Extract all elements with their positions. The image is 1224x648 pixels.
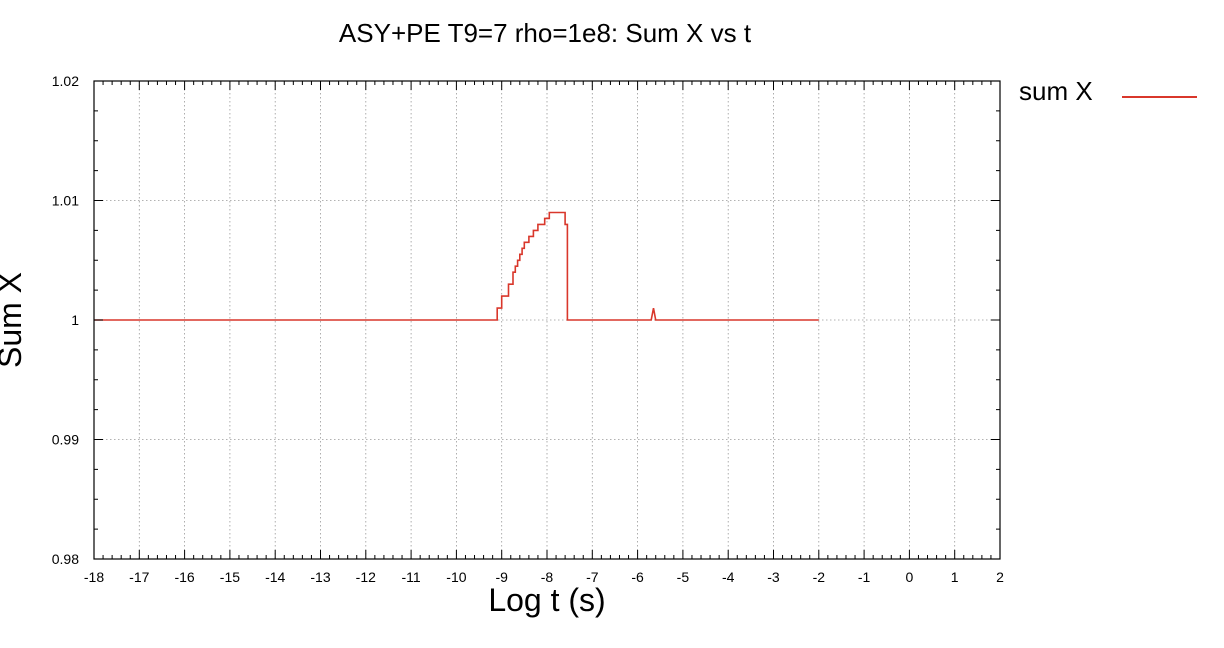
x-tick-label: 0 — [906, 569, 914, 585]
x-tick-label: -4 — [722, 569, 735, 585]
x-tick-label: -8 — [541, 569, 554, 585]
x-tick-label: -17 — [129, 569, 149, 585]
x-tick-label: -18 — [84, 569, 104, 585]
x-axis-label: Log t (s) — [488, 582, 605, 618]
grid — [94, 81, 1000, 559]
x-tick-label: -1 — [858, 569, 871, 585]
series-layer — [94, 211, 819, 321]
legend-label-sum-x: sum X — [1019, 76, 1093, 106]
chart-title: ASY+PE T9=7 rho=1e8: Sum X vs t — [339, 18, 752, 48]
x-tick-label: -16 — [174, 569, 194, 585]
x-tick-label: -2 — [813, 569, 826, 585]
minor-ticks — [94, 81, 1000, 559]
x-tick-label: -13 — [310, 569, 330, 585]
x-tick-label: -15 — [220, 569, 240, 585]
y-tick-label: 1.02 — [52, 73, 79, 89]
x-tick-label: -6 — [631, 569, 644, 585]
x-tick-label: -10 — [446, 569, 466, 585]
y-tick-label: 1 — [71, 312, 79, 328]
y-tick-label: 1.01 — [52, 193, 79, 209]
x-tick-label: -12 — [356, 569, 376, 585]
y-tick-label: 0.98 — [52, 551, 79, 567]
x-tick-label: -5 — [677, 569, 690, 585]
x-tick-label: -7 — [586, 569, 599, 585]
legend: sum X — [1019, 76, 1197, 106]
y-tick-label: 0.99 — [52, 432, 79, 448]
x-tick-label: -3 — [767, 569, 780, 585]
series-line-0 — [94, 211, 819, 321]
x-tick-label: -14 — [265, 569, 285, 585]
x-tick-label: -9 — [495, 569, 508, 585]
y-axis-label: Sum X — [0, 272, 28, 368]
y-axis-ticks: 0.98 0.99 1 1.01 1.02 — [52, 73, 1000, 567]
x-tick-label: 2 — [996, 569, 1004, 585]
x-axis-ticks: -18 -17 -16 -15 -14 -13 -12 -11 -10 -9 -8 -7 -6 -5 -4-… — [84, 81, 1004, 585]
x-tick-label: 1 — [951, 569, 959, 585]
x-tick-label: -11 — [401, 569, 420, 585]
